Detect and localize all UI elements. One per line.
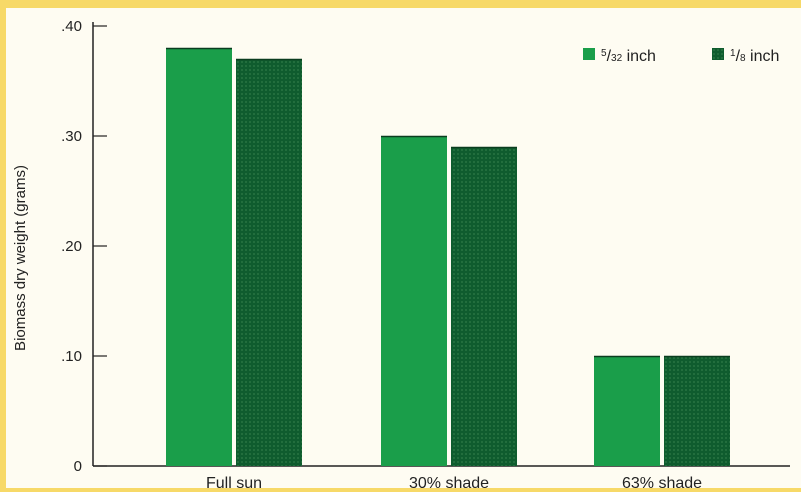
x-tick-label: 30% shade [409,475,489,492]
bar-series-2 [236,59,302,466]
y-tick-label: 0 [74,458,82,475]
y-tick-label: .40 [61,18,82,35]
legend-swatch [583,48,595,60]
bar-series-1 [166,48,232,466]
y-tick-label: .30 [61,128,82,145]
x-tick-label: 63% shade [622,475,702,492]
x-tick-label: Full sun [206,475,262,492]
legend-label: 1/8 inch [730,48,779,65]
y-axis-label: Biomass dry weight (grams) [12,165,29,351]
bar-series-2 [451,147,517,466]
bar-series-1 [381,136,447,466]
legend-label: 5/32 inch [601,48,656,65]
legend-swatch [712,48,724,60]
y-tick-label: .10 [61,348,82,365]
bar-series-2 [664,356,730,466]
y-tick-label: .20 [61,238,82,255]
bar-series-1 [594,356,660,466]
